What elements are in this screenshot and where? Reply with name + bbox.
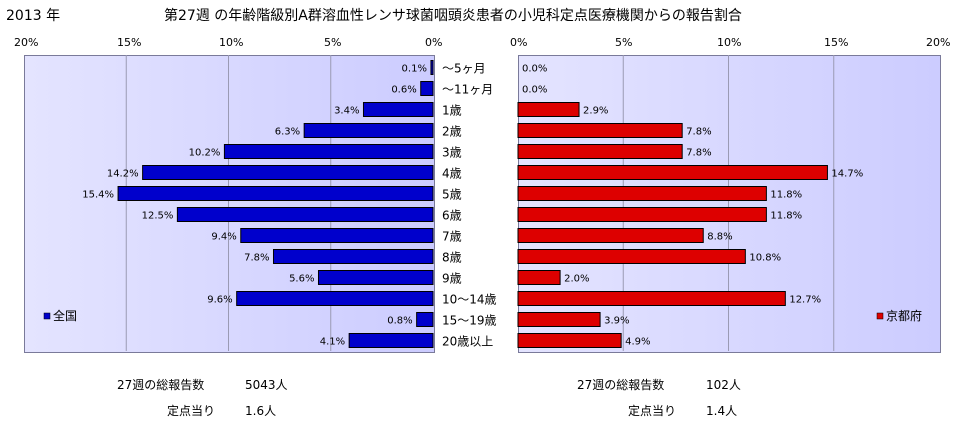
kyoto-bar [517,291,786,306]
kyoto-data-label: 7.8% [686,127,711,138]
national-data-label: 14.2% [107,169,139,180]
kyoto-data-label: 2.0% [564,274,589,285]
right-tick-label: 5% [615,36,633,49]
category-label: 5歳 [442,188,462,202]
kyoto-per-label: 定点当り [628,404,677,418]
category-label: 7歳 [442,230,462,244]
category-label: 10～14歳 [442,293,497,307]
national-bar [236,291,434,306]
kyoto-bar [517,123,683,138]
category-label: 3歳 [442,146,462,160]
kyoto-data-label: 0.0% [522,64,547,75]
kyoto-data-label: 12.7% [789,295,821,306]
national-bar [223,144,434,159]
kyoto-data-label: 7.8% [686,148,711,159]
kyoto-data-label: 0.0% [522,85,547,96]
chart-title: 第27週 の年齢階級別A群溶血性レンサ球菌咽頭炎患者の小児科定点医療機関からの報… [164,8,742,24]
kyoto-bar [517,207,767,222]
kyoto-data-label: 8.8% [707,232,732,243]
national-data-label: 15.4% [82,190,114,201]
national-data-label: 9.4% [211,232,236,243]
kyoto-legend-swatch [876,312,884,320]
kyoto-bar [517,186,767,201]
national-data-label: 12.5% [142,211,174,222]
kyoto-data-label: 2.9% [583,106,608,117]
kyoto-bar [517,249,746,264]
national-bar [142,165,434,180]
national-bar [117,186,434,201]
kyoto-bar [517,312,601,327]
left-tick-label: 5% [324,36,342,49]
kyoto-legend-label: 京都府 [886,308,922,323]
category-label: 2歳 [442,125,462,139]
national-bar [176,207,434,222]
national-per-label: 定点当り [167,404,216,418]
national-bar [272,249,434,264]
national-bar [420,81,434,96]
year-label: 2013 年 [6,8,61,24]
right-tick-label: 15% [824,36,849,49]
kyoto-data-label: 11.8% [770,190,802,201]
kyoto-total-value: 102人 [706,378,741,392]
national-bar [430,60,434,75]
national-data-label: 5.6% [289,274,314,285]
national-data-label: 0.6% [391,85,416,96]
national-total-value: 5043人 [245,378,288,392]
kyoto-bar [517,270,561,285]
category-label: 15～19歳 [442,314,497,328]
kyoto-bar [517,144,683,159]
kyoto-data-label: 4.9% [625,337,650,348]
right-tick-label: 20% [926,36,951,49]
kyoto-data-label: 3.9% [604,316,629,327]
national-per-value: 1.6人 [245,404,277,418]
kyoto-total-label: 27週の総報告数 [577,378,665,392]
national-data-label: 3.4% [334,106,359,117]
kyoto-bar [517,228,704,243]
national-data-label: 6.3% [275,127,300,138]
category-label: 6歳 [442,209,462,223]
national-data-label: 9.6% [207,295,232,306]
national-data-label: 7.8% [244,253,269,264]
kyoto-bar [517,333,622,348]
kyoto-bar [517,102,580,117]
category-label: ～11ヶ月 [442,83,493,97]
left-tick-label: 0% [425,36,443,49]
national-legend-swatch [43,312,51,320]
national-data-label: 4.1% [320,337,345,348]
left-tick-label: 15% [117,36,142,49]
category-label: 9歳 [442,272,462,286]
national-data-label: 0.1% [402,64,427,75]
left-tick-label: 20% [14,36,39,49]
right-tick-label: 0% [510,36,528,49]
right-tick-label: 10% [717,36,742,49]
left-tick-label: 10% [219,36,244,49]
kyoto-per-value: 1.4人 [706,404,738,418]
national-bar [303,123,434,138]
national-bar [317,270,434,285]
national-data-label: 10.2% [189,148,221,159]
national-legend-label: 全国 [53,308,77,323]
national-bar [416,312,434,327]
national-total-label: 27週の総報告数 [117,378,205,392]
category-label: 8歳 [442,251,462,265]
national-bar [362,102,434,117]
category-label: 20歳以上 [442,335,493,349]
category-label: ～5ヶ月 [442,62,486,76]
national-data-label: 0.8% [387,316,412,327]
kyoto-data-label: 10.8% [749,253,781,264]
kyoto-data-label: 11.8% [770,211,802,222]
national-bar [240,228,434,243]
kyoto-bar [517,165,828,180]
category-label: 1歳 [442,104,462,118]
category-label: 4歳 [442,167,462,181]
national-bar [348,333,434,348]
kyoto-data-label: 14.7% [831,169,863,180]
